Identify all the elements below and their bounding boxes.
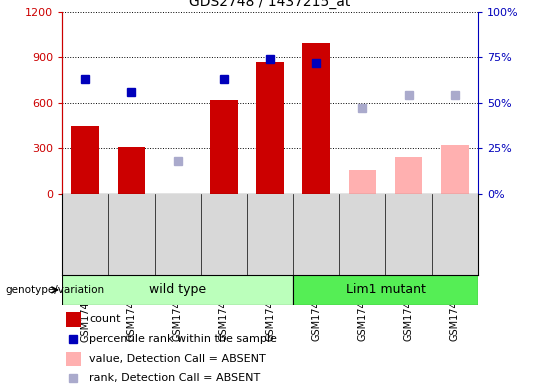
- Bar: [210, 100, 238, 194]
- Bar: [118, 147, 145, 194]
- Title: GDS2748 / 1437215_at: GDS2748 / 1437215_at: [190, 0, 350, 9]
- Bar: [441, 145, 469, 194]
- Bar: [395, 157, 422, 194]
- Bar: [71, 126, 99, 194]
- Text: genotype/variation: genotype/variation: [5, 285, 105, 295]
- Text: rank, Detection Call = ABSENT: rank, Detection Call = ABSENT: [89, 374, 260, 384]
- Text: percentile rank within the sample: percentile rank within the sample: [89, 334, 277, 344]
- Bar: [293, 275, 478, 305]
- Text: count: count: [89, 314, 120, 324]
- Bar: [302, 43, 330, 194]
- Bar: [66, 352, 81, 366]
- Bar: [66, 312, 81, 326]
- Bar: [348, 170, 376, 194]
- Text: value, Detection Call = ABSENT: value, Detection Call = ABSENT: [89, 354, 266, 364]
- Bar: [256, 62, 284, 194]
- Bar: [62, 275, 293, 305]
- Text: Lim1 mutant: Lim1 mutant: [346, 283, 426, 296]
- Text: wild type: wild type: [149, 283, 206, 296]
